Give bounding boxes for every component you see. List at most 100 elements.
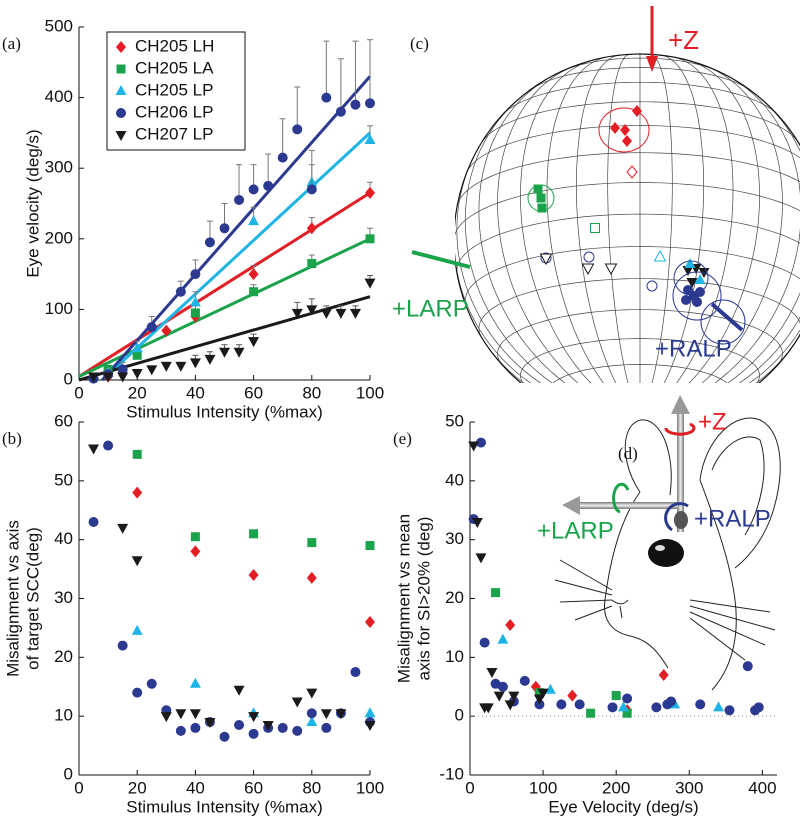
marker [306,184,317,195]
whiskers [554,559,776,661]
marker [131,368,143,379]
marker [175,361,187,372]
legend-box [106,31,246,151]
sphere-grid [640,417,660,425]
y-tick-label: 200 [45,228,73,247]
y-tick-label: 10 [54,706,73,725]
marker [586,708,596,718]
nose [611,599,629,619]
sphere-grid [640,417,698,421]
marker [189,677,201,688]
panel-label: (d) [618,444,638,463]
marker [132,350,142,360]
marker [234,719,245,730]
marker [607,702,618,713]
marker [504,700,516,711]
marker [175,286,186,297]
marker [219,731,230,742]
legend-label: CH205 LP [135,80,213,99]
marker [291,308,303,319]
x-tick-label: 60 [244,383,263,402]
marker [581,263,595,276]
marker [491,588,501,598]
sphere-grid [464,100,553,383]
cluster-ring [598,107,650,153]
larp-axis-head [562,496,580,515]
marker [682,266,694,276]
error-bar [308,150,315,190]
marker [622,708,632,718]
marker [692,297,702,307]
marker [533,694,545,705]
panel-label: (b) [2,429,22,448]
x-tick-label: 100 [529,778,557,797]
marker [622,693,633,704]
sphere-outline [455,53,800,383]
x-axis-label: Eye Velocity (deg/s) [548,797,698,816]
marker [537,203,547,213]
marker [277,152,288,163]
larp-arrow [411,250,471,269]
x-axis-label: Stimulus Intensity (%max) [126,797,323,816]
marker [306,708,317,719]
marker [88,517,99,528]
y-tick-label: 40 [54,529,73,548]
y-tick-label: 60 [54,411,73,430]
y-axis-label: axis for SI>20% (deg) [414,517,433,681]
marker [307,259,317,269]
marker [364,278,376,289]
cluster-ring [673,260,709,296]
marker [321,722,332,733]
marker [307,538,317,548]
marker [190,722,201,733]
head-outline [603,479,737,691]
marker [249,287,259,297]
fit-line [78,191,371,378]
marker [574,699,585,710]
ralp-axis-knob [674,511,688,529]
marker [131,624,143,635]
eye [648,539,684,567]
marker [248,568,259,581]
marker [160,361,172,372]
marker [292,725,303,736]
larp-label: +LARP [392,295,469,322]
marker [475,553,487,564]
y-tick-label: 50 [445,411,464,430]
marker [292,124,303,135]
marker [364,707,376,718]
marker [493,691,505,702]
sphere-grid [608,404,673,424]
left-ear [624,419,672,496]
x-tick-label: 100 [356,778,384,797]
larp-rotation [612,482,630,514]
y-tick-label: 0 [455,706,464,725]
sphere-grid [520,60,592,383]
marker [681,295,691,305]
marker [335,709,347,720]
y-axis-label: of target SCC(deg) [23,527,42,670]
sphere-grid [582,417,640,421]
marker [116,41,126,53]
sphere-grid [714,79,800,383]
x-tick-label: 400 [748,778,776,797]
y-tick-label: -10 [439,764,464,783]
marker [189,358,201,369]
y-tick-label: 100 [45,299,73,318]
marker [349,308,361,319]
marker [537,688,549,699]
sphere-grid [748,329,800,383]
marker [651,702,662,713]
fit-line [78,295,371,382]
error-bar [279,118,286,158]
marker [263,180,274,191]
y-tick-label: 20 [445,588,464,607]
marker [475,437,486,448]
marker [626,165,638,179]
marker [117,523,129,534]
sphere-grid [640,417,669,424]
sphere-grid [688,60,760,383]
marker [102,372,114,383]
marker [694,274,706,284]
marker [567,689,578,702]
